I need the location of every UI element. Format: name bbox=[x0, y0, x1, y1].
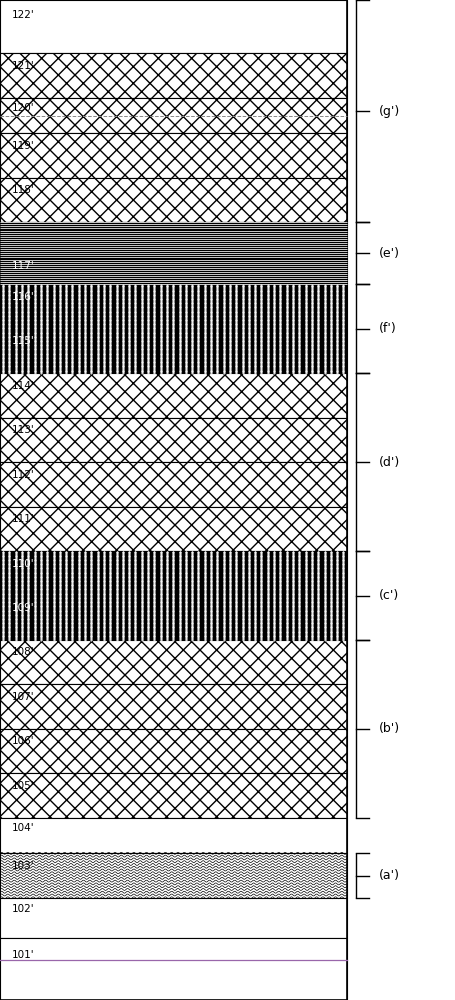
Text: (d'): (d') bbox=[378, 456, 399, 469]
Text: 102': 102' bbox=[11, 904, 34, 914]
Bar bbox=[0, 133, 346, 178]
Text: 105': 105' bbox=[11, 781, 34, 791]
Text: 117': 117' bbox=[11, 261, 34, 271]
Bar bbox=[0, 938, 346, 1000]
Text: 112': 112' bbox=[11, 470, 34, 480]
Bar bbox=[0, 222, 346, 284]
Text: 116': 116' bbox=[11, 292, 34, 302]
Bar bbox=[0, 0, 346, 1000]
Text: 122': 122' bbox=[11, 10, 34, 20]
Text: 118': 118' bbox=[11, 185, 34, 195]
Bar bbox=[0, 98, 346, 133]
Text: 121': 121' bbox=[11, 61, 34, 71]
Text: 107': 107' bbox=[11, 692, 34, 702]
Text: (b'): (b') bbox=[378, 722, 399, 735]
Bar bbox=[0, 222, 346, 227]
Text: (g'): (g') bbox=[378, 105, 399, 118]
Text: 119': 119' bbox=[11, 141, 34, 151]
Bar bbox=[0, 0, 346, 53]
Bar bbox=[0, 373, 346, 418]
Text: 104': 104' bbox=[11, 823, 34, 833]
Bar bbox=[0, 684, 346, 729]
Bar bbox=[0, 596, 346, 640]
Text: 114': 114' bbox=[11, 381, 34, 391]
Bar bbox=[0, 898, 346, 938]
Bar bbox=[0, 773, 346, 818]
Bar bbox=[0, 551, 346, 596]
Bar bbox=[0, 853, 346, 898]
Text: 101': 101' bbox=[11, 950, 34, 960]
Bar bbox=[0, 462, 346, 507]
Text: (e'): (e') bbox=[378, 247, 399, 260]
Bar bbox=[0, 178, 346, 222]
Text: 120': 120' bbox=[11, 103, 34, 113]
Bar bbox=[0, 284, 346, 329]
Bar bbox=[0, 818, 346, 853]
Bar bbox=[0, 53, 346, 98]
Text: (a'): (a') bbox=[378, 869, 399, 882]
Bar bbox=[0, 640, 346, 684]
Text: 115': 115' bbox=[11, 336, 34, 346]
Text: 109': 109' bbox=[11, 603, 34, 613]
Text: 103': 103' bbox=[11, 861, 34, 871]
Bar bbox=[0, 507, 346, 551]
Bar bbox=[0, 418, 346, 462]
Text: (c'): (c') bbox=[378, 589, 398, 602]
Bar bbox=[0, 729, 346, 773]
Bar bbox=[0, 329, 346, 373]
Text: 108': 108' bbox=[11, 647, 34, 657]
Text: 113': 113' bbox=[11, 425, 34, 435]
Text: 111': 111' bbox=[11, 514, 34, 524]
Text: 110': 110' bbox=[11, 559, 34, 569]
Text: 106': 106' bbox=[11, 736, 34, 746]
Text: (f'): (f') bbox=[378, 322, 395, 335]
